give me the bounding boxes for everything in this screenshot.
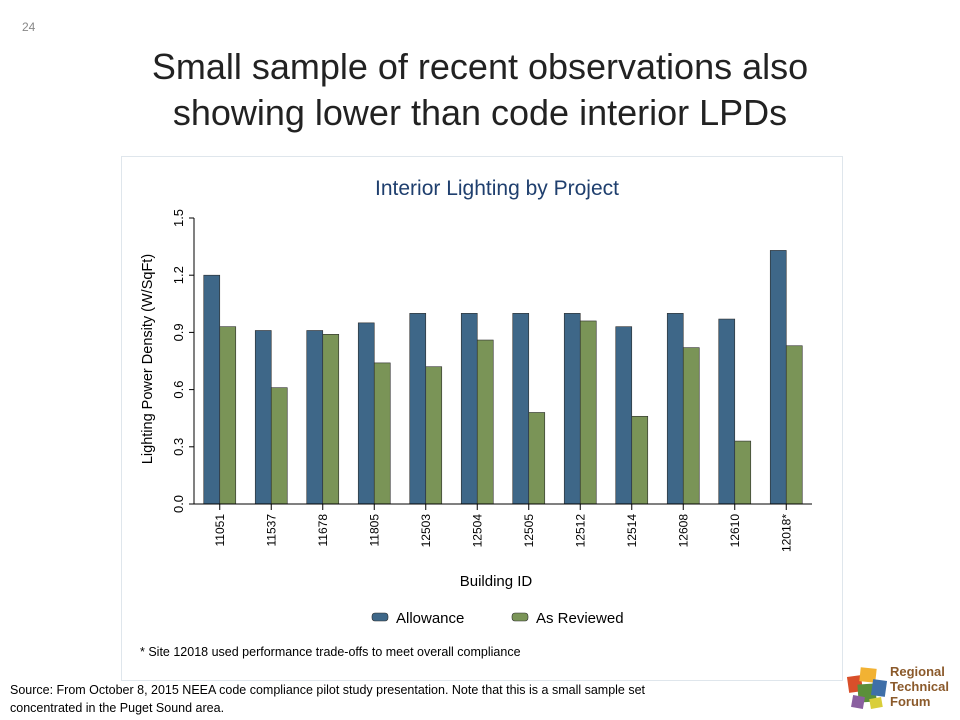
bar-as-reviewed-12608 xyxy=(682,347,700,505)
x-tick-label-11051: 11051 xyxy=(213,514,227,547)
bar-as-reviewed-11537 xyxy=(270,387,288,505)
x-tick-label-11678: 11678 xyxy=(316,514,330,547)
bar-as-reviewed-11805 xyxy=(373,362,391,505)
logo-line-2: Technical xyxy=(890,679,950,694)
source-note: Source: From October 8, 2015 NEEA code c… xyxy=(10,681,800,717)
bar-allowance-12504 xyxy=(460,313,478,505)
x-tick-label-12503: 12503 xyxy=(419,514,433,548)
y-tick-label-2: 0.6 xyxy=(171,381,186,399)
x-tick-label-12514: 12514 xyxy=(625,514,639,548)
y-tick-label-5: 1.5 xyxy=(171,209,186,227)
rtf-logo: Regional Technical Forum xyxy=(846,662,956,718)
rtf-logo-text: Regional Technical Forum xyxy=(890,664,949,709)
bar-allowance-12505 xyxy=(512,313,530,505)
bar-as-reviewed-12018star xyxy=(785,345,803,505)
legend-swatch-as-reviewed xyxy=(511,612,529,622)
bar-allowance-12512 xyxy=(563,313,581,505)
bar-allowance-11678 xyxy=(306,330,324,505)
x-tick-label-12018star: 12018* xyxy=(779,514,793,552)
bar-allowance-11051 xyxy=(203,274,221,505)
y-axis-label: Lighting Power Density (W/SqFt) xyxy=(140,254,156,464)
logo-line-3: Forum xyxy=(890,694,931,709)
logo-line-1: Regional xyxy=(890,664,945,679)
x-tick-label-12505: 12505 xyxy=(522,514,536,548)
bar-allowance-12608 xyxy=(666,313,684,505)
y-tick-label-1: 0.3 xyxy=(171,438,186,456)
bar-as-reviewed-12505 xyxy=(528,412,546,505)
bar-allowance-11805 xyxy=(357,322,375,505)
x-tick-label-11805: 11805 xyxy=(367,514,381,547)
y-axis: 0.0 0.3 0.6 0.9 1.2 1.5 xyxy=(171,209,195,513)
bar-as-reviewed-12503 xyxy=(425,366,443,505)
source-line-1: Source: From October 8, 2015 NEEA code c… xyxy=(10,683,646,697)
x-tick-label-12610: 12610 xyxy=(728,514,742,548)
y-tick-label-4: 1.2 xyxy=(171,266,186,284)
bar-allowance-12503 xyxy=(409,313,427,505)
bar-allowance-11537 xyxy=(254,330,272,505)
x-axis: 11051 11537 11678 11805 12503 12504 12505 12512… xyxy=(194,503,812,552)
x-tick-label-12504: 12504 xyxy=(470,514,484,548)
y-tick-label-3: 0.9 xyxy=(171,323,186,341)
slide-title: Small sample of recent observations also… xyxy=(60,44,900,136)
chart-title: Interior Lighting by Project xyxy=(375,177,619,200)
x-axis-label: Building ID xyxy=(460,573,533,590)
bar-allowance-12610 xyxy=(718,318,736,505)
y-tick-label-0: 0.0 xyxy=(171,495,186,513)
rtf-logo-mark-icon xyxy=(846,667,888,709)
x-tick-label-12608: 12608 xyxy=(676,514,690,548)
legend-label-as-reviewed: As Reviewed xyxy=(536,610,624,627)
bar-chart: Interior Lighting by Project Lighting Po… xyxy=(140,177,812,659)
slide-number: 24 xyxy=(22,20,36,34)
legend: Allowance As Reviewed xyxy=(371,610,624,627)
x-tick-label-12512: 12512 xyxy=(573,514,587,548)
legend-label-allowance: Allowance xyxy=(396,610,464,627)
bar-as-reviewed-12514 xyxy=(631,415,649,505)
bar-as-reviewed-11051 xyxy=(219,326,237,505)
x-tick-label-11537: 11537 xyxy=(264,514,278,547)
bar-as-reviewed-12610 xyxy=(734,440,752,505)
bars xyxy=(203,250,803,505)
bar-as-reviewed-11678 xyxy=(322,334,340,505)
slide-title-line-1: Small sample of recent observations also xyxy=(151,46,809,87)
bar-as-reviewed-12504 xyxy=(476,339,494,505)
source-line-2: concentrated in the Puget Sound area. xyxy=(10,701,225,715)
chart-frame: Interior Lighting by Project Lighting Po… xyxy=(121,156,843,681)
bar-as-reviewed-12512 xyxy=(579,320,597,505)
chart-footnote: * Site 12018 used performance trade-offs… xyxy=(140,645,521,659)
bar-allowance-12514 xyxy=(615,326,633,505)
slide-title-line-2: showing lower than code interior LPDs xyxy=(172,92,788,133)
legend-swatch-allowance xyxy=(371,612,389,622)
bar-allowance-12018star xyxy=(769,250,787,505)
